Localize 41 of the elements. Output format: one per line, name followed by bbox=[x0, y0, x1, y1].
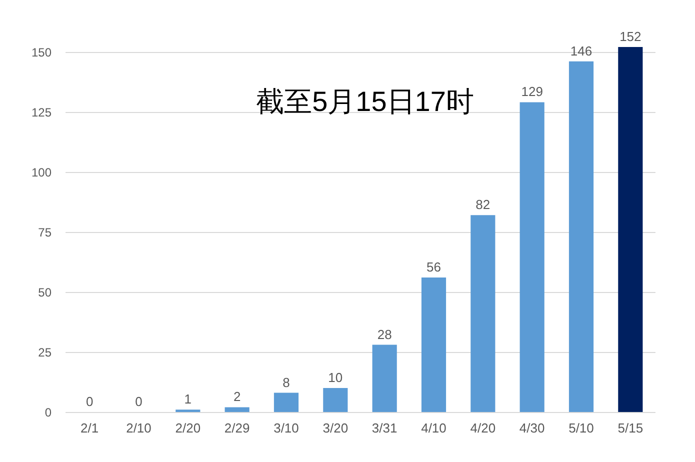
x-tick-label: 4/30 bbox=[519, 420, 545, 436]
data-label: 0 bbox=[86, 394, 94, 409]
x-tick-label: 3/20 bbox=[322, 420, 348, 436]
bar bbox=[470, 215, 496, 412]
x-tick-label: 3/31 bbox=[372, 420, 398, 436]
data-label: 0 bbox=[135, 394, 142, 409]
data-label: 146 bbox=[570, 43, 592, 58]
data-label: 152 bbox=[620, 29, 642, 44]
data-label: 28 bbox=[377, 326, 392, 342]
bar bbox=[224, 407, 250, 412]
x-tick-label: 3/10 bbox=[274, 420, 299, 436]
x-tick-label: 5/15 bbox=[618, 420, 644, 436]
x-tick-label: 5/10 bbox=[568, 420, 594, 436]
y-tick-label: 125 bbox=[31, 105, 52, 120]
data-label: 129 bbox=[521, 84, 543, 100]
y-tick-label: 0 bbox=[44, 406, 52, 420]
x-tick-label: 2/20 bbox=[175, 420, 201, 436]
y-tick-label: 50 bbox=[38, 285, 52, 300]
y-tick-label: 75 bbox=[38, 225, 52, 240]
annotation: 截至5月15日17时 bbox=[256, 86, 474, 117]
data-label: 1 bbox=[184, 392, 192, 407]
bar bbox=[323, 388, 348, 412]
data-label: 10 bbox=[328, 370, 343, 385]
y-tick-label: 150 bbox=[31, 45, 52, 60]
bar bbox=[421, 278, 446, 412]
y-tick-label: 25 bbox=[38, 345, 52, 360]
x-tick-label: 4/20 bbox=[470, 420, 496, 436]
bar bbox=[520, 102, 544, 412]
data-label: 56 bbox=[426, 260, 441, 275]
x-tick-label: 2/29 bbox=[224, 420, 250, 436]
bar bbox=[568, 61, 594, 412]
x-tick-label: 2/10 bbox=[126, 420, 152, 436]
y-tick-label: 100 bbox=[31, 165, 52, 180]
data-label: 2 bbox=[233, 389, 241, 404]
data-label: 8 bbox=[282, 374, 290, 390]
bar bbox=[372, 344, 397, 412]
bar bbox=[618, 47, 643, 412]
bar bbox=[274, 392, 299, 412]
x-tick-label: 4/10 bbox=[421, 420, 446, 436]
x-tick-label: 2/1 bbox=[80, 420, 99, 436]
data-label: 82 bbox=[476, 197, 490, 212]
